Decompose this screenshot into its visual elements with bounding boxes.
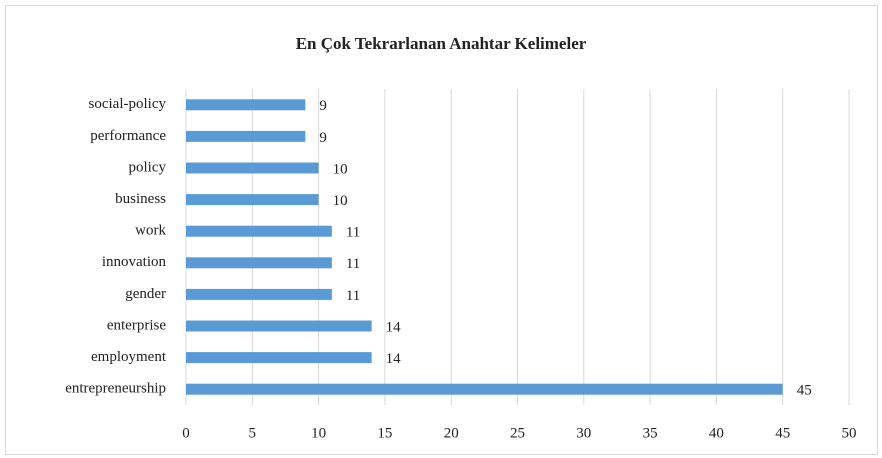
y-tick-label: performance [90,128,166,144]
y-tick-label: business [115,191,166,207]
data-label: 11 [346,225,360,241]
bar [186,288,332,300]
bar [186,352,372,364]
data-label: 11 [346,288,360,304]
y-tick-label: entrepreneurship [65,381,166,397]
y-tick-label: gender [125,286,166,302]
x-tick-label: 50 [842,425,857,441]
y-tick-label: work [135,223,166,239]
chart-border [5,5,878,455]
data-label: 9 [319,130,327,146]
x-tick-label: 5 [249,425,257,441]
data-label: 11 [346,256,360,272]
x-tick-label: 40 [709,425,724,441]
y-tick-label: enterprise [107,317,166,333]
x-tick-label: 35 [643,425,658,441]
x-tick-label: 30 [576,425,591,441]
bar [186,162,319,174]
x-tick-label: 10 [311,425,326,441]
data-label: 14 [386,351,402,367]
x-tick-label: 20 [444,425,459,441]
y-tick-label: employment [91,349,167,365]
x-tick-label: 25 [510,425,525,441]
bar [186,320,372,332]
bar [186,225,332,237]
y-tick-label: policy [129,159,167,175]
x-tick-label: 15 [377,425,392,441]
y-tick-label: innovation [102,254,167,270]
chart-title: En Çok Tekrarlanan Anahtar Kelimeler [296,34,587,53]
y-tick-label: social-policy [89,96,167,112]
data-label: 14 [386,319,402,335]
data-label: 45 [797,383,812,399]
data-label: 10 [333,161,348,177]
data-label: 9 [319,98,327,114]
bar [186,130,306,142]
x-tick-label: 0 [182,425,190,441]
bar [186,257,332,269]
bar [186,194,319,206]
x-tick-label: 45 [775,425,790,441]
data-label: 10 [333,193,348,209]
bar [186,99,306,111]
bar [186,383,783,395]
